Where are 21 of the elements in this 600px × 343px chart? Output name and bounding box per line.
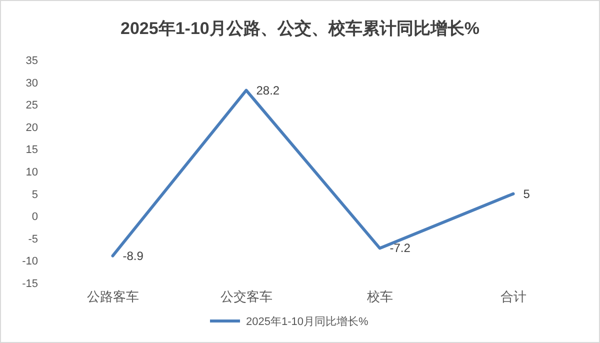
y-tick-label: 30	[26, 77, 38, 90]
data-label: -8.9	[122, 248, 144, 263]
y-tick-label: 0	[32, 211, 38, 224]
y-tick-label: 25	[26, 100, 38, 112]
y-tick-label: -5	[28, 233, 38, 246]
x-tick-label: 校车	[366, 289, 393, 304]
legend-label: 2025年1-10月同比增长%	[246, 315, 368, 328]
y-tick-label: 15	[26, 144, 38, 156]
data-label: -7.2	[390, 241, 411, 256]
data-label: 28.2	[256, 83, 280, 98]
y-tick-label: -15	[22, 278, 38, 290]
x-tick-label: 公交客车	[220, 289, 272, 304]
y-tick-label: 10	[26, 166, 38, 178]
chart-title: 2025年1-10月公路、公交、校车累计同比增长%	[120, 19, 480, 38]
y-tick-label: 35	[26, 55, 38, 67]
y-tick-label: 20	[26, 122, 38, 134]
x-tick-label: 公路客车	[86, 289, 139, 304]
data-label: 5	[523, 186, 530, 201]
y-tick-label: 5	[32, 188, 38, 201]
x-tick-label: 合计	[500, 289, 526, 304]
y-tick-label: -10	[22, 256, 38, 268]
